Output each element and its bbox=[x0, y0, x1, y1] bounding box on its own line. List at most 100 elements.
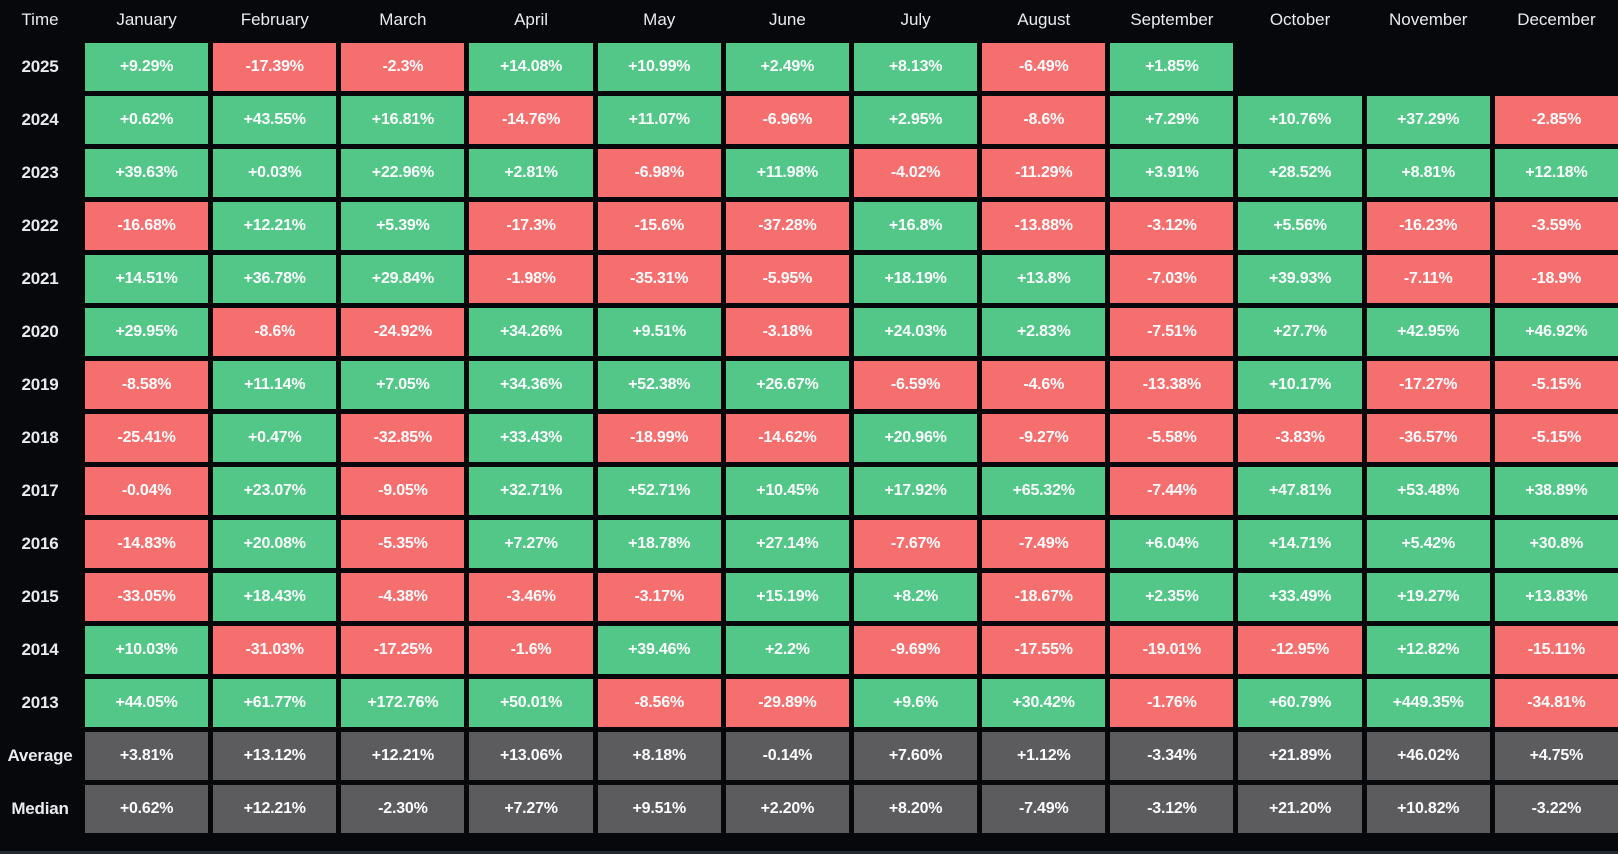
return-cell: -3.83% bbox=[1238, 414, 1362, 462]
return-cell: -16.68% bbox=[85, 202, 209, 250]
return-cell: -37.28% bbox=[725, 202, 849, 250]
return-cell: +0.47% bbox=[213, 414, 337, 462]
return-cell: -1.76% bbox=[1110, 679, 1234, 727]
column-header-month: November bbox=[1389, 10, 1468, 29]
return-cell: +39.46% bbox=[597, 626, 721, 674]
return-cell: -8.6% bbox=[213, 308, 337, 356]
return-cell: +9.6% bbox=[853, 679, 978, 727]
row-label: 2022 bbox=[21, 216, 59, 235]
return-cell: +0.62% bbox=[85, 785, 209, 833]
return-cell: -1.98% bbox=[469, 255, 593, 303]
return-cell: -16.23% bbox=[1366, 202, 1490, 250]
return-cell: +3.91% bbox=[1110, 149, 1234, 197]
table-row: 2016 -14.83% +20.08% -5.35% +7.27% +18.78% +27… bbox=[0, 520, 1618, 568]
return-cell: -9.69% bbox=[853, 626, 978, 674]
return-cell: +2.35% bbox=[1110, 573, 1234, 621]
return-cell: +52.71% bbox=[597, 467, 721, 515]
table-row: 2022 -16.68% +12.21% +5.39% -17.3% -15.6% -37.… bbox=[0, 202, 1618, 250]
return-cell: +10.45% bbox=[725, 467, 849, 515]
table-row: 2018 -25.41% +0.47% -32.85% +33.43% -18.99% -1… bbox=[0, 414, 1618, 462]
return-cell: -17.27% bbox=[1366, 361, 1490, 409]
return-cell: +23.07% bbox=[213, 467, 337, 515]
return-cell: -25.41% bbox=[85, 414, 209, 462]
return-cell: -3.22% bbox=[1494, 785, 1618, 833]
return-cell: -3.34% bbox=[1110, 732, 1234, 780]
return-cell: +2.95% bbox=[853, 96, 978, 144]
column-header-month: July bbox=[900, 10, 931, 29]
return-cell: -14.76% bbox=[469, 96, 593, 144]
return-cell: -17.55% bbox=[982, 626, 1106, 674]
column-header-month: August bbox=[1017, 10, 1071, 29]
return-cell: -19.01% bbox=[1110, 626, 1234, 674]
return-cell: -7.67% bbox=[853, 520, 978, 568]
return-cell: +61.77% bbox=[213, 679, 337, 727]
table-row: 2013 +44.05% +61.77% +172.76% +50.01% -8.56% -… bbox=[0, 679, 1618, 727]
return-cell: +3.81% bbox=[85, 732, 209, 780]
return-cell: +20.96% bbox=[853, 414, 978, 462]
return-cell: -9.27% bbox=[982, 414, 1106, 462]
return-cell: -3.46% bbox=[469, 573, 593, 621]
return-cell: +5.56% bbox=[1238, 202, 1362, 250]
return-cell: +21.20% bbox=[1238, 785, 1362, 833]
return-cell: -7.44% bbox=[1110, 467, 1234, 515]
return-cell: -5.58% bbox=[1110, 414, 1234, 462]
return-cell bbox=[1367, 43, 1490, 91]
return-cell: -34.81% bbox=[1494, 679, 1618, 727]
return-cell: -4.38% bbox=[341, 573, 465, 621]
return-cell: +60.79% bbox=[1238, 679, 1362, 727]
return-cell bbox=[1238, 43, 1361, 91]
return-cell: -18.67% bbox=[982, 573, 1106, 621]
return-cell: +14.08% bbox=[469, 43, 593, 91]
row-label: 2023 bbox=[21, 163, 59, 182]
return-cell: -6.98% bbox=[597, 149, 721, 197]
return-cell: -18.99% bbox=[597, 414, 721, 462]
row-label: 2020 bbox=[21, 322, 59, 341]
row-label: 2024 bbox=[21, 110, 59, 129]
return-cell: +5.39% bbox=[341, 202, 465, 250]
return-cell bbox=[1495, 43, 1618, 91]
return-cell: -31.03% bbox=[213, 626, 337, 674]
return-cell: +10.17% bbox=[1238, 361, 1362, 409]
return-cell: -4.6% bbox=[982, 361, 1106, 409]
table-row: 2017 -0.04% +23.07% -9.05% +32.71% +52.71% +10… bbox=[0, 467, 1618, 515]
return-cell: +26.67% bbox=[725, 361, 849, 409]
return-cell: +27.14% bbox=[725, 520, 849, 568]
heatmap-rows: 2025 +9.29% -17.39% -2.3% +14.08% +10.99% +2.4… bbox=[0, 43, 1618, 833]
bottom-edge-strip bbox=[0, 851, 1618, 854]
return-cell: +34.26% bbox=[469, 308, 593, 356]
return-cell: -2.85% bbox=[1494, 96, 1618, 144]
return-cell: -7.11% bbox=[1366, 255, 1490, 303]
return-cell: +43.55% bbox=[213, 96, 337, 144]
row-label: Average bbox=[7, 746, 73, 765]
column-header-month: September bbox=[1130, 10, 1214, 29]
return-cell: +12.21% bbox=[213, 785, 337, 833]
return-cell: +7.27% bbox=[469, 785, 593, 833]
row-label: 2017 bbox=[21, 481, 59, 500]
return-cell: +7.29% bbox=[1110, 96, 1234, 144]
return-cell: -7.49% bbox=[982, 785, 1106, 833]
column-header-month: May bbox=[643, 10, 676, 29]
time-column-header: Time bbox=[21, 10, 59, 29]
return-cell: +2.2% bbox=[725, 626, 849, 674]
return-cell: +9.51% bbox=[597, 308, 721, 356]
return-cell: -15.6% bbox=[597, 202, 721, 250]
header-row: Time January February March April May June Jul… bbox=[0, 0, 1618, 40]
return-cell: +11.07% bbox=[597, 96, 721, 144]
return-cell: -29.89% bbox=[725, 679, 849, 727]
return-cell: -0.04% bbox=[85, 467, 209, 515]
return-cell: -11.29% bbox=[982, 149, 1106, 197]
return-cell: +27.7% bbox=[1238, 308, 1362, 356]
return-cell: -7.03% bbox=[1110, 255, 1234, 303]
return-cell: -4.02% bbox=[853, 149, 978, 197]
return-cell: +29.95% bbox=[85, 308, 209, 356]
return-cell: +46.92% bbox=[1494, 308, 1618, 356]
return-cell: +8.18% bbox=[597, 732, 721, 780]
column-header-month: February bbox=[240, 10, 309, 29]
return-cell: +37.29% bbox=[1366, 96, 1490, 144]
return-cell: +30.42% bbox=[982, 679, 1106, 727]
return-cell: +8.13% bbox=[853, 43, 978, 91]
return-cell: +24.03% bbox=[853, 308, 978, 356]
return-cell: -12.95% bbox=[1238, 626, 1362, 674]
column-header-month: April bbox=[514, 10, 549, 29]
